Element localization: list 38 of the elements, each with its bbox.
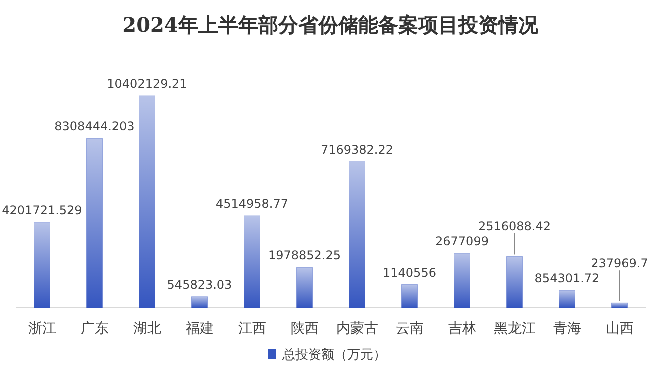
- x-tick-label: 内蒙古: [336, 321, 378, 337]
- bar: [506, 256, 523, 308]
- x-tick-label: 浙江: [28, 321, 56, 337]
- x-tick-label: 陕西: [290, 321, 319, 337]
- bar: [192, 296, 208, 308]
- bar: [402, 284, 418, 308]
- data-label: 8308444.203: [54, 120, 135, 134]
- data-label: 2677099: [436, 234, 489, 248]
- title: 2024年上半年部分省份储能备案项目投资情况: [122, 13, 538, 37]
- legend: 总投资额（万元）: [268, 348, 386, 363]
- x-tick-label: 湖北: [133, 321, 162, 337]
- bar: [34, 222, 50, 308]
- bar: [86, 138, 103, 308]
- bar: [139, 96, 156, 308]
- x-tick-label: 吉林: [448, 321, 476, 337]
- bar: [244, 216, 260, 308]
- data-label: 854301.72: [534, 272, 600, 286]
- data-label: 4201721.529: [2, 203, 82, 218]
- bar: [612, 302, 628, 308]
- x-tick-label: 江西: [238, 321, 266, 337]
- data-label: 1978852.25: [268, 248, 342, 263]
- bar: [296, 267, 313, 308]
- x-tick-label: 福建: [186, 321, 214, 337]
- bar: [559, 290, 576, 308]
- x-tick-label: 山西: [606, 321, 634, 337]
- data-label: 10402129.21: [107, 77, 188, 91]
- x-tick-label: 广东: [80, 321, 109, 337]
- bar: [454, 253, 470, 308]
- bar: [349, 162, 366, 308]
- data-label: 1140556: [383, 266, 436, 280]
- x-tick-label: 黑龙江: [494, 321, 536, 337]
- data-label: 7169382.22: [320, 142, 394, 157]
- data-label: 4514958.77: [216, 196, 289, 211]
- data-label: 2516088.42: [478, 219, 552, 234]
- x-tick-label: 云南: [396, 321, 424, 337]
- x-tick-label: 青海: [553, 321, 582, 337]
- data-label: 237969.7: [591, 256, 648, 271]
- data-label: 545823.03: [167, 278, 232, 292]
